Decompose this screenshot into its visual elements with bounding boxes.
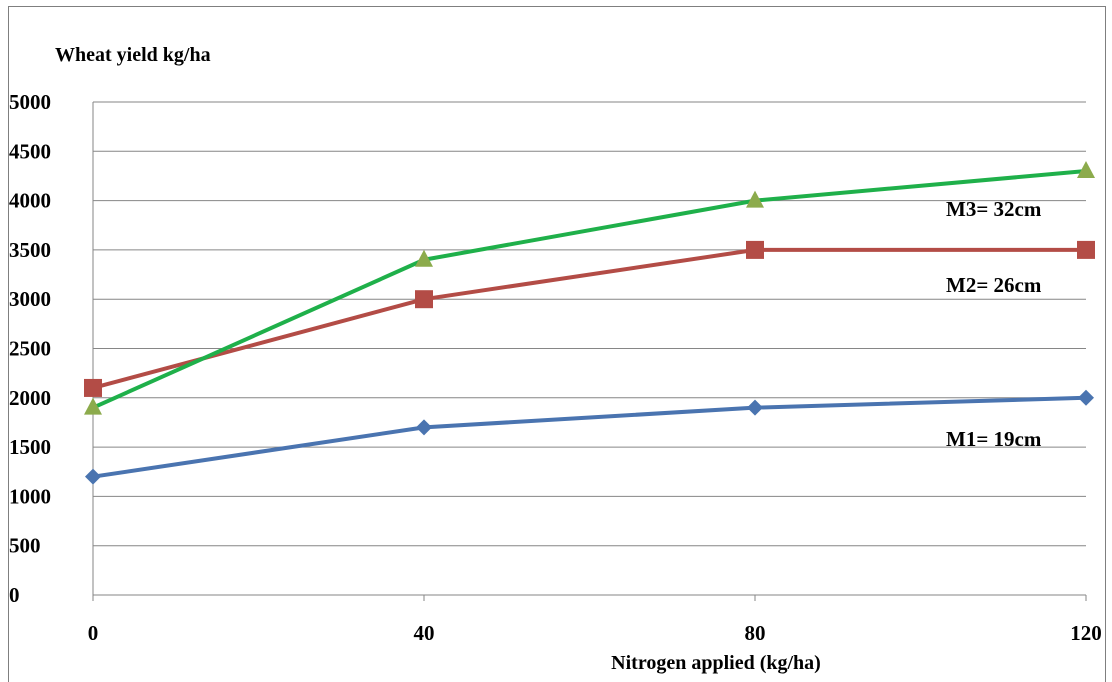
y-tick-label: 500 [9,534,41,558]
series-labels: M1= 19cm M2= 26cm M3= 32cm [946,197,1042,451]
y-tick-label: 0 [9,583,20,607]
y-tick-labels: 0 500 1000 1500 2000 2500 3000 3500 4000 4500 5000 [9,90,51,607]
series-line-m1 [91,395,1088,479]
x-tick-label: 80 [745,621,766,645]
data-point-m1 [1078,389,1094,406]
data-point-m3 [746,190,764,208]
axes [92,102,1087,601]
chart-frame [8,6,1106,682]
series-group [84,161,1095,485]
series-line-m2 [91,247,1088,390]
y-tick-label: 2000 [9,386,51,410]
y-tick-label: 1000 [9,484,51,508]
data-point-m2 [84,378,102,397]
y-tick-label: 4000 [9,189,51,213]
data-point-m3 [84,397,102,415]
series-label-m3: M3= 32cm [946,197,1042,221]
y-tick-label: 3000 [9,287,51,311]
data-point-m3 [415,249,433,267]
x-tick-label: 120 [1070,621,1102,645]
y-axis-title: Wheat yield kg/ha [55,44,211,66]
y-tick-label: 3500 [9,238,51,262]
x-tick-label: 40 [414,621,435,645]
data-point-m2 [1077,240,1095,259]
data-point-m2 [415,290,433,309]
data-point-m1 [747,399,763,416]
series-label-m1: M1= 19cm [946,427,1042,451]
data-point-m3 [1077,161,1095,179]
y-tick-label: 4500 [9,139,51,163]
data-point-m1 [416,419,432,436]
series-label-m2: M2= 26cm [946,273,1042,297]
x-tick-labels: 0 40 80 120 [88,621,1102,645]
gridlines [93,101,1086,547]
series-line-m3 [91,169,1088,410]
data-point-m1 [85,468,101,485]
x-tick-label: 0 [88,621,99,645]
y-tick-label: 2500 [9,337,51,361]
x-axis-title: Nitrogen applied (kg/ha) [611,652,821,674]
y-tick-label: 5000 [9,90,51,114]
y-tick-label: 1500 [9,435,51,459]
data-point-m2 [746,240,764,259]
